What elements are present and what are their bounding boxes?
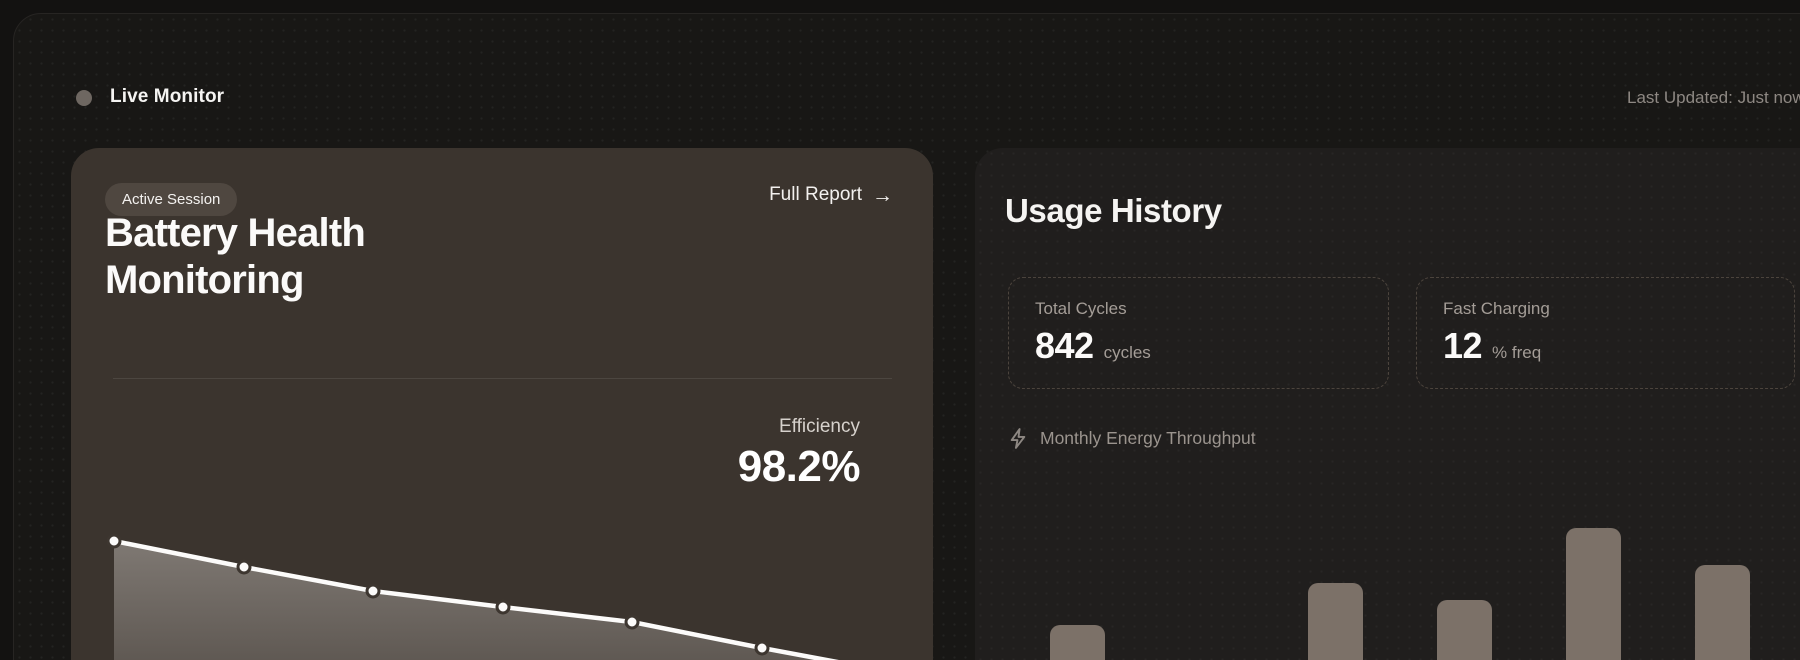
stat-label: Fast Charging: [1443, 299, 1550, 318]
total-cycles-stat-box: Total Cycles 842 cycles: [1008, 277, 1389, 389]
efficiency-data-point: [365, 583, 381, 599]
fast-charging-stat-box: Fast Charging 12 % freq: [1416, 277, 1795, 389]
throughput-bar: [1437, 600, 1492, 660]
full-report-label: Full Report: [769, 184, 862, 205]
efficiency-value: 98.2%: [737, 442, 861, 491]
stat-value: 12: [1443, 325, 1483, 366]
card-title-line2: Monitoring: [105, 258, 304, 302]
efficiency-stat: Efficiency 98.2%: [737, 416, 861, 492]
battery-health-card: Active Session Full Report → Battery Hea…: [71, 148, 933, 660]
live-monitor-label: Live Monitor: [110, 86, 225, 107]
efficiency-area-fill: [114, 541, 827, 660]
throughput-bar: [1308, 583, 1363, 660]
right-arrow-icon: →: [872, 183, 893, 207]
throughput-chart-header: Monthly Energy Throughput: [1008, 428, 1256, 449]
efficiency-data-point: [236, 559, 252, 575]
efficiency-data-point: [624, 614, 640, 630]
throughput-bar: [1566, 528, 1621, 660]
stat-value: 842: [1035, 325, 1094, 366]
efficiency-data-point: [754, 640, 770, 656]
active-session-badge: Active Session: [105, 183, 238, 216]
efficiency-line: [111, 538, 839, 660]
efficiency-line-chart: [106, 533, 839, 660]
card-title: Battery Health Monitoring: [105, 210, 585, 304]
lightning-bolt-icon: [1010, 428, 1026, 449]
full-report-button[interactable]: Full Report →: [769, 184, 893, 206]
usage-history-title: Usage History: [1005, 192, 1222, 229]
efficiency-label: Efficiency: [779, 416, 860, 437]
efficiency-data-point: [106, 533, 122, 549]
usage-history-card: Usage History Total Cycles 842 cycles Fa…: [975, 148, 1800, 660]
stat-unit: cycles: [1103, 343, 1151, 362]
last-updated-text: Last Updated: Just now: [1627, 88, 1800, 107]
divider: [113, 378, 892, 379]
stat-unit: % freq: [1492, 343, 1542, 362]
throughput-bar: [1695, 565, 1750, 660]
stat-label: Total Cycles: [1035, 299, 1127, 318]
throughput-bar: [1050, 625, 1105, 660]
throughput-bar-chart: [1050, 503, 1800, 660]
card-title-line1: Battery Health: [105, 211, 366, 255]
efficiency-data-point: [495, 599, 511, 615]
throughput-chart-label: Monthly Energy Throughput: [1040, 428, 1256, 448]
live-status-dot-icon: [76, 90, 92, 106]
